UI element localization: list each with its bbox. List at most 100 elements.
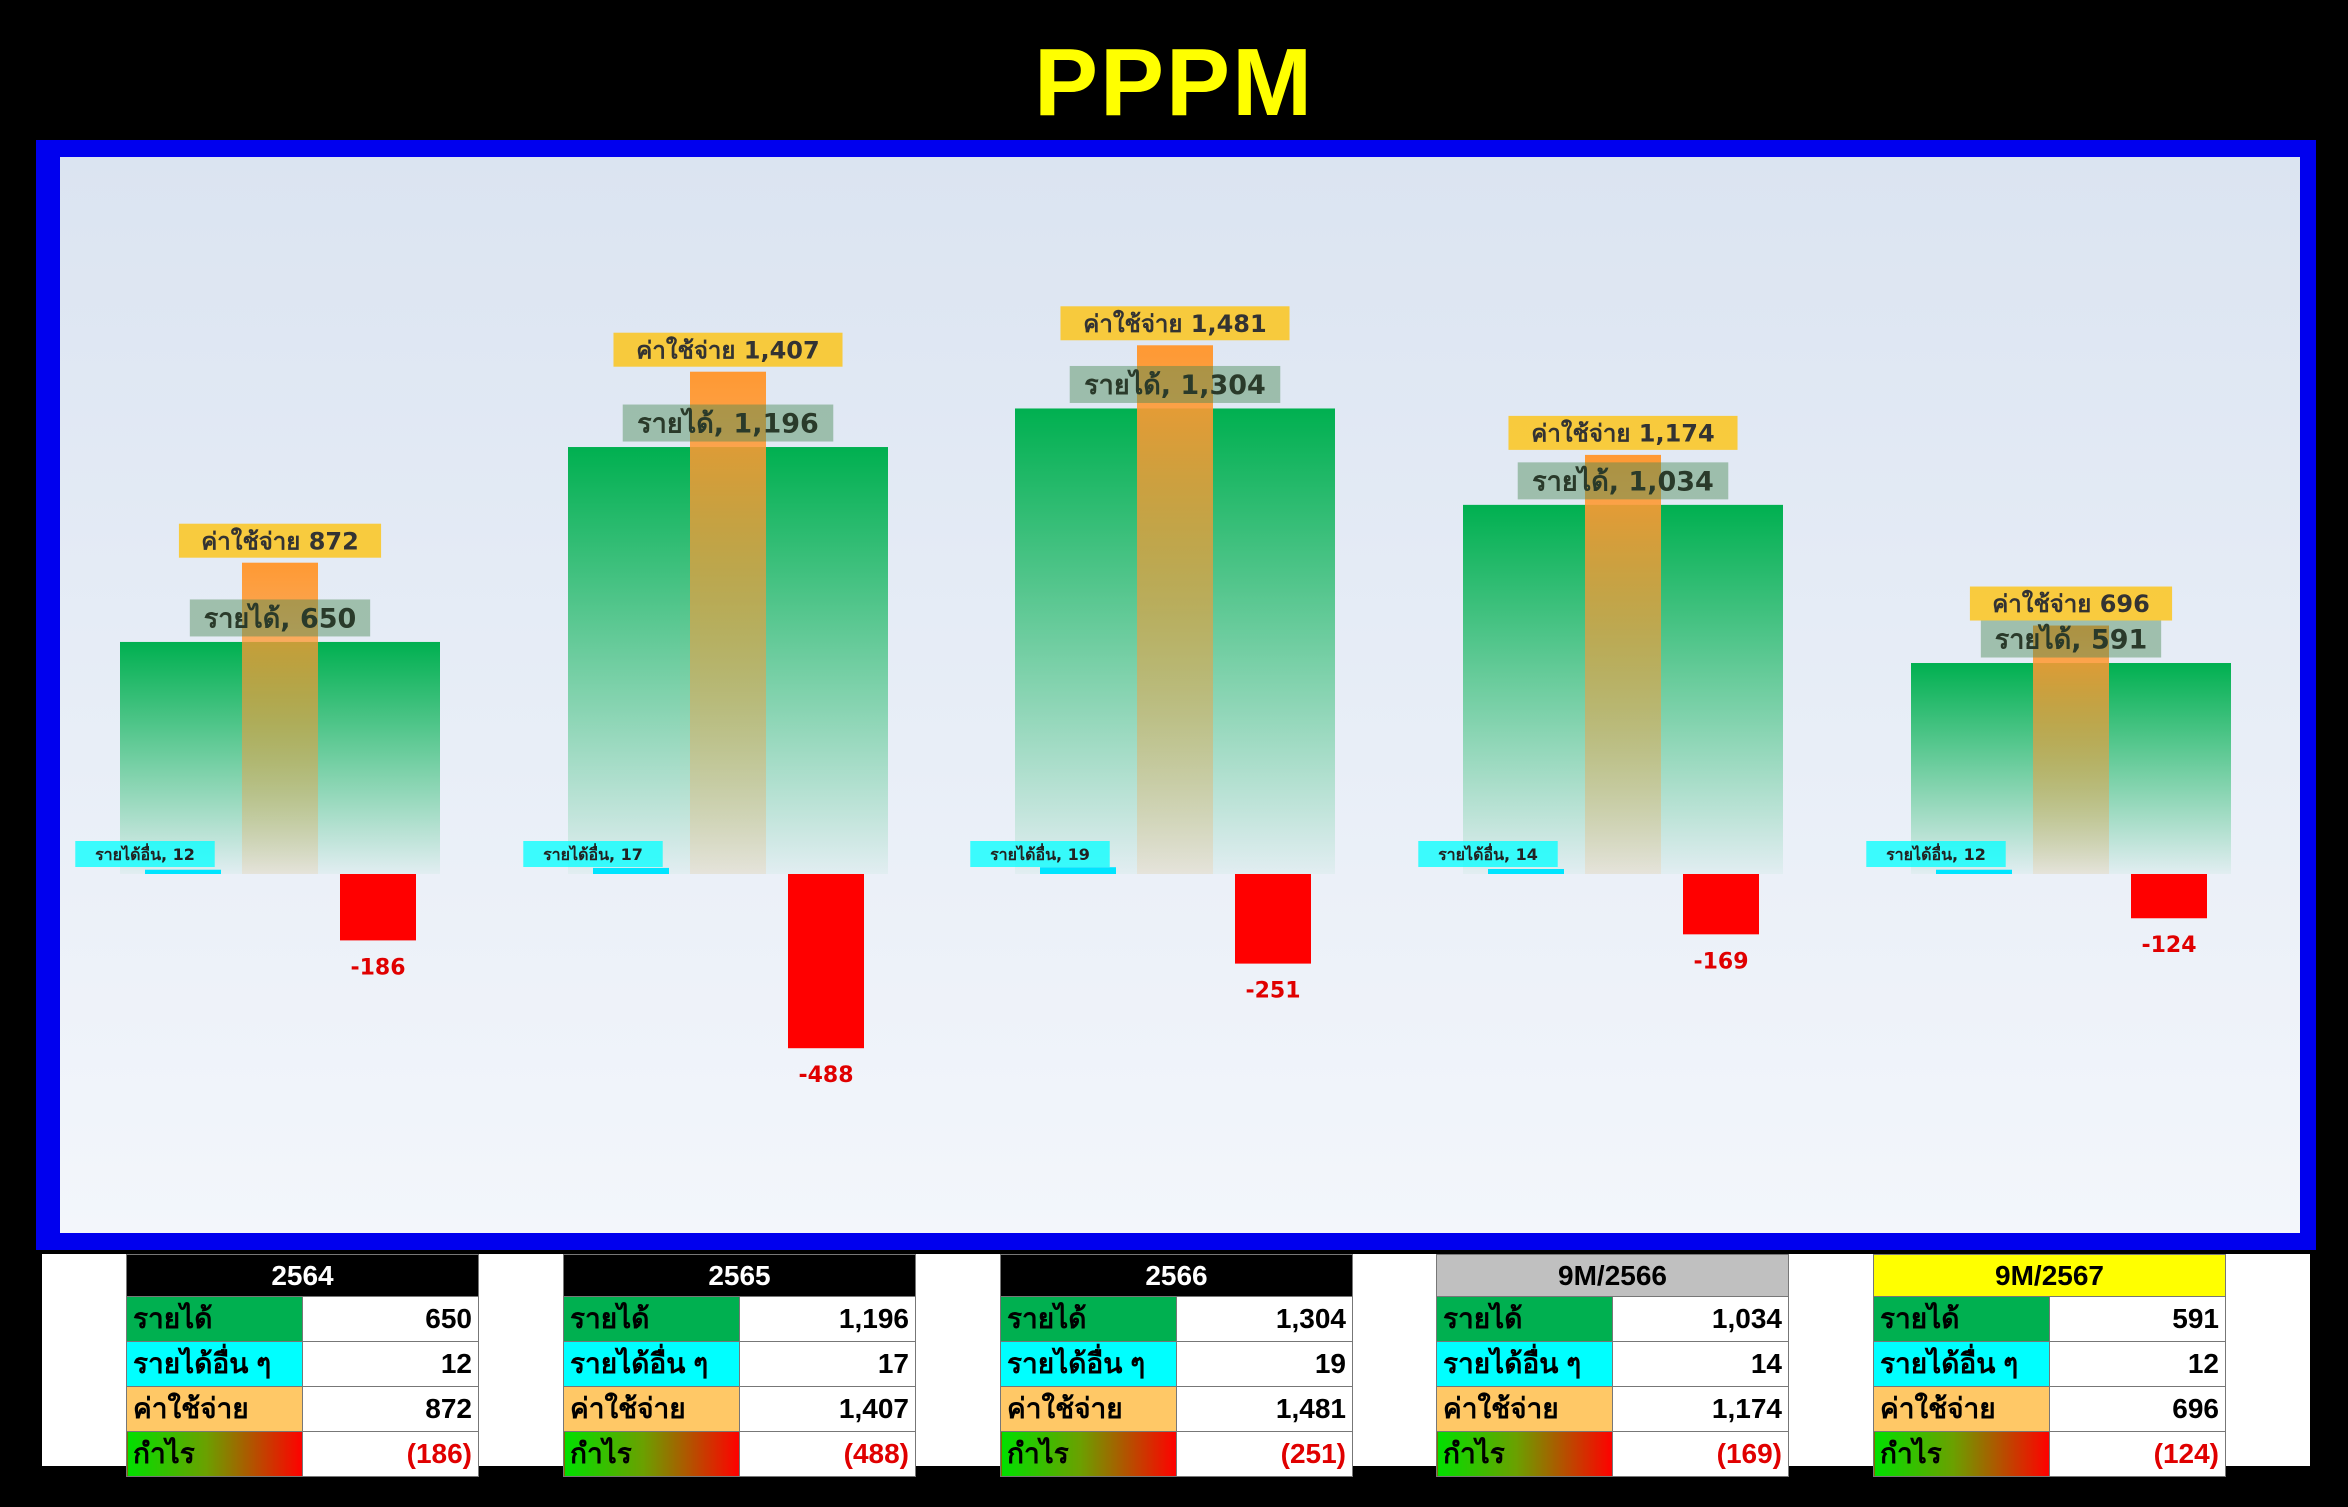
data-label-expense: ค่าใช้จ่าย 1,481 — [1083, 309, 1266, 338]
summary-table-9M-2567: 9M/2567 รายได้ 591 รายได้อื่น ๆ 12 ค่าใช้จ่าย… — [1873, 1254, 2226, 1477]
row-value: 12 — [302, 1341, 479, 1387]
bar-other-income — [145, 869, 221, 874]
summary-table-2564: 2564 รายได้ 650 รายได้อื่น ๆ 12 ค่าใช้จ่าย 872… — [126, 1254, 479, 1477]
table-row: รายได้ 650 — [126, 1296, 479, 1342]
row-label: รายได้อื่น ๆ — [1436, 1341, 1613, 1387]
data-label-other-income: รายได้อื่น, 19 — [990, 843, 1090, 864]
row-value: 19 — [1176, 1341, 1353, 1387]
row-label: รายได้ — [1000, 1296, 1177, 1342]
bar-other-income — [593, 867, 669, 874]
row-value: (186) — [302, 1431, 479, 1477]
bar-profit — [1683, 874, 1759, 935]
row-label: กำไร — [1000, 1431, 1177, 1477]
table-header-year: 9M/2566 — [1436, 1254, 1789, 1297]
table-row: รายได้อื่น ๆ 19 — [1000, 1341, 1353, 1387]
data-label-revenue: รายได้, 650 — [204, 603, 357, 635]
row-value: 14 — [1612, 1341, 1789, 1387]
data-label-other-income: รายได้อื่น, 12 — [95, 843, 195, 864]
data-label-other-income-bg — [75, 841, 215, 867]
data-label-expense-bg — [178, 523, 382, 558]
row-label: รายได้อื่น ๆ — [126, 1341, 303, 1387]
bar-expense — [2033, 625, 2109, 874]
data-label-expense: ค่าใช้จ่าย 696 — [1992, 589, 2150, 618]
row-label: กำไร — [563, 1431, 740, 1477]
table-row: รายได้อื่น ๆ 17 — [563, 1341, 916, 1387]
data-label-revenue-bg — [622, 404, 834, 442]
data-label-profit: -124 — [2141, 933, 2196, 958]
row-label: ค่าใช้จ่าย — [563, 1386, 740, 1432]
table-row: ค่าใช้จ่าย 1,481 — [1000, 1386, 1353, 1432]
row-value: 591 — [2049, 1296, 2226, 1342]
data-label-expense: ค่าใช้จ่าย 872 — [201, 526, 359, 555]
bar-other-income — [1936, 869, 2012, 874]
data-label-revenue-bg — [189, 599, 371, 637]
data-label-other-income: รายได้อื่น, 12 — [1886, 843, 1986, 864]
row-value: (488) — [739, 1431, 916, 1477]
data-label-profit: -251 — [1245, 979, 1300, 1004]
data-label-expense-bg — [613, 332, 843, 367]
table-row: ค่าใช้จ่าย 696 — [1873, 1386, 2226, 1432]
table-header-year: 2565 — [563, 1254, 916, 1297]
data-label-revenue-bg — [1069, 365, 1281, 403]
table-row: กำไร (488) — [563, 1431, 916, 1477]
table-row: กำไร (251) — [1000, 1431, 1353, 1477]
table-header-year: 2564 — [126, 1254, 479, 1297]
row-label: รายได้ — [563, 1296, 740, 1342]
table-row: รายได้ 591 — [1873, 1296, 2226, 1342]
data-label-profit: -186 — [350, 955, 405, 980]
table-row: รายได้ 1,196 — [563, 1296, 916, 1342]
bar-other-income — [1488, 869, 1564, 874]
row-label: รายได้ — [1873, 1296, 2050, 1342]
data-label-revenue: รายได้, 1,196 — [637, 408, 819, 440]
row-value: (251) — [1176, 1431, 1353, 1477]
table-row: ค่าใช้จ่าย 872 — [126, 1386, 479, 1432]
table-header-year: 9M/2567 — [1873, 1254, 2226, 1297]
row-value: 1,304 — [1176, 1296, 1353, 1342]
data-label-revenue-bg — [1517, 462, 1729, 500]
table-row: รายได้ 1,304 — [1000, 1296, 1353, 1342]
data-label-expense-bg — [1060, 306, 1290, 341]
bar-expense — [242, 562, 318, 874]
data-label-revenue-bg — [1980, 620, 2162, 658]
chart-svg: ค่าใช้จ่าย 872 รายได้, 650 รายได้อื่น, 12 -… — [75, 306, 2231, 1088]
data-label-profit: -169 — [1693, 949, 1748, 974]
page-title: PPPM — [1033, 29, 1315, 136]
data-label-other-income: รายได้อื่น, 14 — [1438, 843, 1538, 864]
table-row: กำไร (169) — [1436, 1431, 1789, 1477]
bar-profit — [788, 874, 864, 1049]
row-value: 650 — [302, 1296, 479, 1342]
data-label-other-income-bg — [1418, 841, 1558, 867]
row-label: กำไร — [126, 1431, 303, 1477]
bar-expense — [690, 371, 766, 874]
data-label-expense-bg — [1969, 586, 2173, 621]
bar-other-income — [1040, 867, 1116, 874]
row-value: 1,196 — [739, 1296, 916, 1342]
row-value: 872 — [302, 1386, 479, 1432]
table-row: ค่าใช้จ่าย 1,174 — [1436, 1386, 1789, 1432]
data-label-revenue: รายได้, 591 — [1995, 624, 2148, 656]
row-value: 1,174 — [1612, 1386, 1789, 1432]
table-header-year: 2566 — [1000, 1254, 1353, 1297]
row-label: ค่าใช้จ่าย — [1873, 1386, 2050, 1432]
table-row: กำไร (186) — [126, 1431, 479, 1477]
data-label-revenue: รายได้, 1,034 — [1532, 466, 1714, 498]
summary-table-2566: 2566 รายได้ 1,304 รายได้อื่น ๆ 19 ค่าใช้จ่าย 1… — [1000, 1254, 1353, 1477]
row-value: 12 — [2049, 1341, 2226, 1387]
row-label: รายได้อื่น ๆ — [1873, 1341, 2050, 1387]
data-label-revenue: รายได้, 1,304 — [1084, 369, 1266, 401]
data-label-other-income-bg — [970, 841, 1110, 867]
row-label: กำไร — [1436, 1431, 1613, 1477]
row-value: 1,034 — [1612, 1296, 1789, 1342]
data-label-expense: ค่าใช้จ่าย 1,407 — [636, 335, 819, 364]
row-label: ค่าใช้จ่าย — [1436, 1386, 1613, 1432]
table-row: กำไร (124) — [1873, 1431, 2226, 1477]
table-row: รายได้ 1,034 — [1436, 1296, 1789, 1342]
row-value: 696 — [2049, 1386, 2226, 1432]
bar-expense — [1137, 345, 1213, 874]
data-label-expense-bg — [1508, 415, 1738, 450]
row-label: รายได้อื่น ๆ — [1000, 1341, 1177, 1387]
row-value: 17 — [739, 1341, 916, 1387]
data-label-expense: ค่าใช้จ่าย 1,174 — [1531, 419, 1714, 448]
bar-profit — [1235, 874, 1311, 964]
row-label: รายได้อื่น ๆ — [563, 1341, 740, 1387]
